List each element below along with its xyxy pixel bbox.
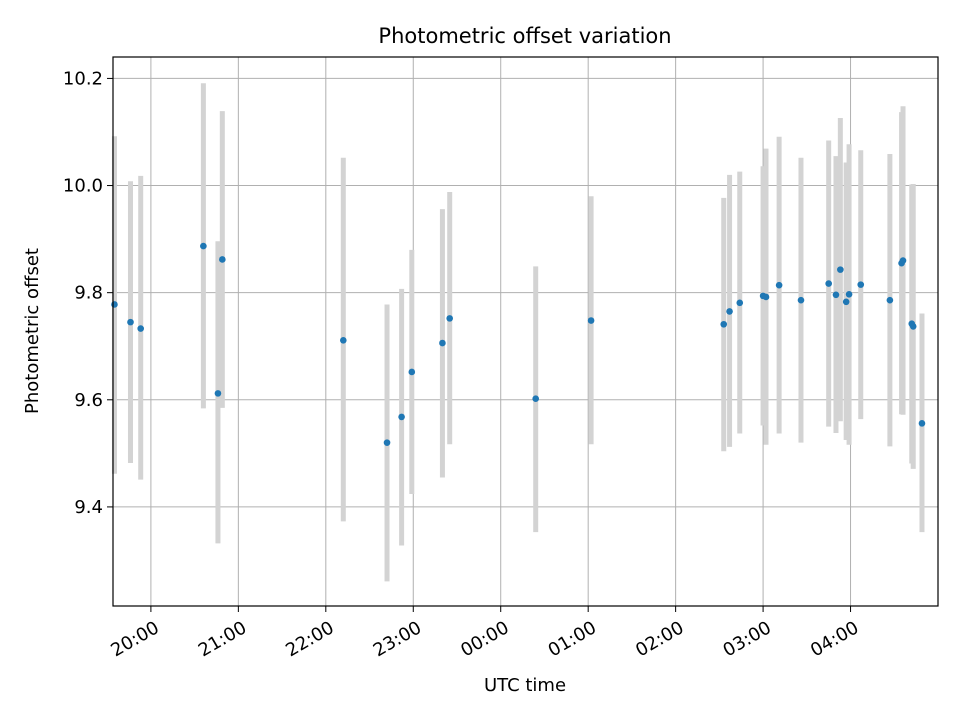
data-point <box>587 317 595 324</box>
data-point <box>845 290 853 298</box>
data-point <box>439 339 446 347</box>
data-point <box>775 281 783 289</box>
data-point <box>214 390 222 397</box>
data-point <box>720 320 728 328</box>
data-point <box>111 301 118 308</box>
data-point <box>408 368 416 376</box>
data-point <box>832 291 840 299</box>
data-point <box>532 395 540 403</box>
data-point <box>127 318 134 326</box>
markers <box>111 242 926 446</box>
data-point <box>825 280 832 287</box>
data-point <box>886 296 894 304</box>
data-point <box>736 299 744 307</box>
data-point <box>340 337 347 344</box>
plot-frame <box>112 56 939 607</box>
data-point <box>909 323 917 330</box>
data-point <box>398 413 405 421</box>
y-tick-label: 9.4 <box>74 497 103 518</box>
data-point <box>219 256 226 263</box>
data-point <box>383 439 391 446</box>
y-axis-ticks: 9.4 9.6 9.8 10.0 10.2 <box>63 68 113 518</box>
data-point <box>137 325 144 332</box>
data-point <box>899 257 907 264</box>
y-axis-label: Photometric offset <box>22 248 43 414</box>
data-point <box>857 281 865 288</box>
data-point <box>842 298 850 306</box>
x-axis-label: UTC time <box>484 675 566 696</box>
y-tick-label: 10.2 <box>63 68 103 89</box>
data-point <box>762 293 770 301</box>
data-point <box>726 308 733 315</box>
data-point <box>446 315 454 322</box>
y-tick-label: 9.8 <box>74 283 103 304</box>
y-tick-label: 9.6 <box>74 390 103 411</box>
y-tick-label: 10.0 <box>63 176 103 197</box>
data-point <box>200 242 207 250</box>
chart-title: Photometric offset variation <box>378 24 671 48</box>
data-point <box>797 296 805 304</box>
data-point <box>837 266 844 273</box>
data-point <box>918 420 926 427</box>
